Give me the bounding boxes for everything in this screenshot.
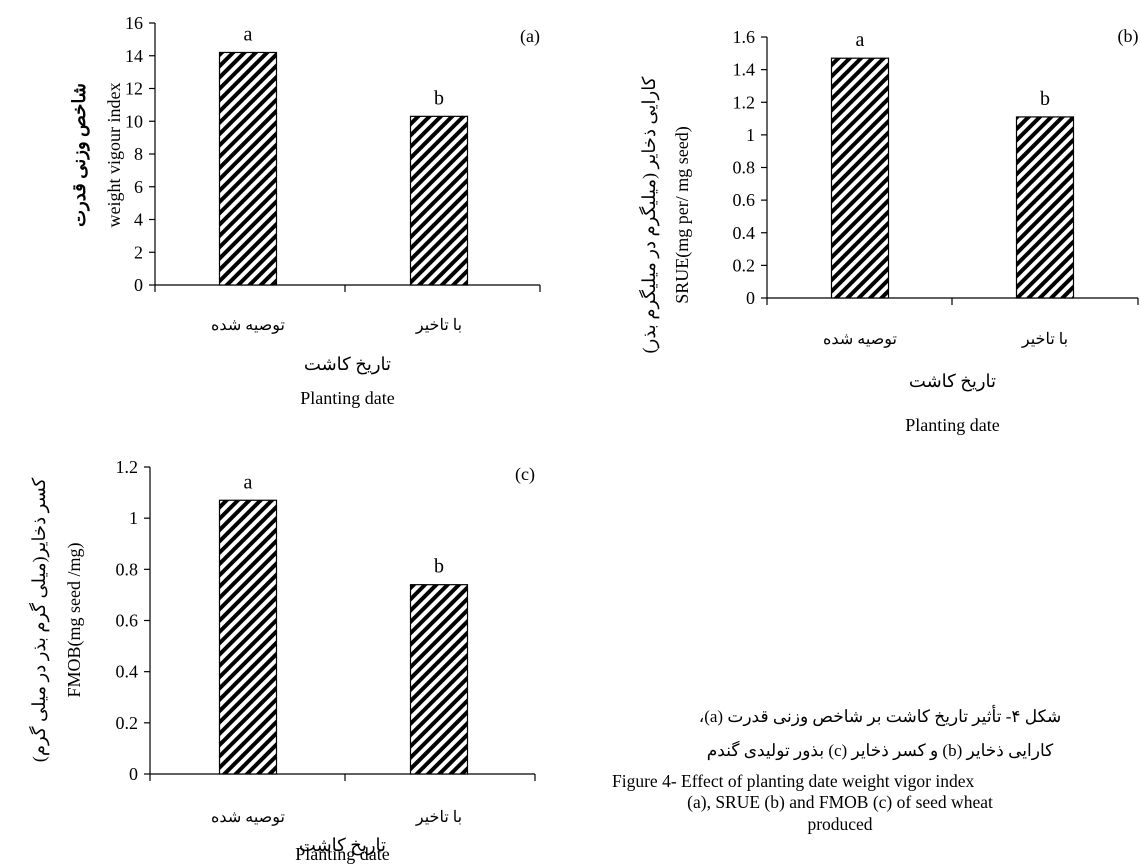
chart-c-y-tick-label: 0.2 [116,713,139,733]
chart-b-y-tick-label: 1 [746,125,755,145]
chart-a-y-tick-label: 6 [134,177,143,197]
chart-b-y-tick-label: 0 [746,288,755,308]
chart-a-y-tick-label: 2 [134,242,143,262]
chart-b-bar-label-1: a [856,29,865,51]
chart-c-bar-1 [218,499,278,775]
chart-a-xlabel-fa: تاریخ کاشت [304,354,391,375]
chart-c-bar-label-1: a [244,471,253,493]
chart-c-category-label-1: توصیه شده [211,809,285,826]
chart-a-y-tick-label: 8 [134,144,143,164]
chart-a-y-tick-label: 16 [125,13,143,33]
chart-a-ylabel-en: weight vigour index [104,83,124,228]
chart-b-category-label-1: توصیه شده [823,331,897,348]
chart-b-y-tick-label: 0.6 [733,190,756,210]
chart-c-ylabel-fa: کسر ذخایر(میلی گرم بذر در میلی گرم) [28,477,50,762]
chart-a-panel-label: (a) [520,26,540,47]
chart-c-y-tick-label: 0 [129,764,138,784]
caption-en-line1: Figure 4- Effect of planting date weight… [612,771,975,791]
chart-b-category-label-2: با تاخیر [1021,331,1068,348]
chart-a-xlabel-en: Planting date [300,388,394,408]
chart-b-y-tick-label: 0.8 [733,158,756,178]
chart-b-bar-label-2: b [1040,88,1050,110]
chart-c-bar-label-2: b [434,556,444,578]
chart-a-category-label-2: با تاخیر [415,317,462,334]
caption-en-line3: produced [807,814,873,834]
chart-b-panel-label: (b) [1118,26,1139,47]
chart-b-y-tick-label: 1.2 [733,92,756,112]
chart-c-y-tick-label: 0.4 [116,662,139,682]
chart-a-y-tick-label: 14 [125,46,143,66]
chart-c-y-tick-label: 0.6 [116,611,139,631]
chart-c-bar-2 [409,584,469,775]
chart-c-panel-label: (c) [515,464,535,485]
chart-b-y-tick-label: 1.6 [733,27,756,47]
chart-b-bar-2 [1015,116,1075,299]
chart-a-bar-1 [218,51,278,286]
chart-a-bar-label-2: b [434,87,444,109]
chart-b-y-tick-label: 0.2 [733,255,756,275]
chart-c-y-tick-label: 1.2 [116,457,139,477]
chart-b-ylabel-fa: کارایی ذخایر (میلیگرم در میلیگرم بذر) [638,76,660,353]
caption-fa-line1: شکل ۴- تأثیر تاریخ کاشت بر شاخص وزنی قدر… [698,707,1062,726]
chart-a-bar-2 [409,115,469,286]
chart-a-y-tick-label: 10 [125,111,143,131]
chart-b-ylabel-en: SRUE(mg per/ mg seed) [672,126,693,303]
chart-c-xlabel-fa: تاریخ کاشت [299,835,386,856]
chart-c-y-tick-label: 0.8 [116,559,139,579]
chart-a-bar-label-1: a [244,23,253,45]
chart-a-category-label-1: توصیه شده [211,317,285,334]
chart-c-category-label-2: با تاخیر [415,809,462,826]
chart-b-y-tick-label: 0.4 [733,223,756,243]
chart-c-xlabel-en: Planting date [295,844,389,864]
caption-en-line2: (a), SRUE (b) and FMOB (c) of seed wheat [687,792,993,812]
chart-b-xlabel-en: Planting date [905,415,999,435]
chart-a-y-tick-label: 0 [134,275,143,295]
chart-b-xlabel-fa: تاریخ کاشت [909,371,996,392]
chart-b-y-tick-label: 1.4 [733,60,756,80]
caption-fa-line2: کارایی ذخایر (b) و کسر ذخایر (c) بذور تو… [706,741,1054,760]
chart-c-ylabel-en: FMOB(mg seed /mg) [64,542,85,697]
chart-b-bar-1 [830,57,890,299]
chart-a-y-tick-label: 12 [125,79,143,99]
chart-a-y-tick-label: 4 [134,210,143,230]
chart-c-y-tick-label: 1 [129,508,138,528]
chart-a-ylabel-fa: شاخص وزنی قدرت [69,83,90,227]
